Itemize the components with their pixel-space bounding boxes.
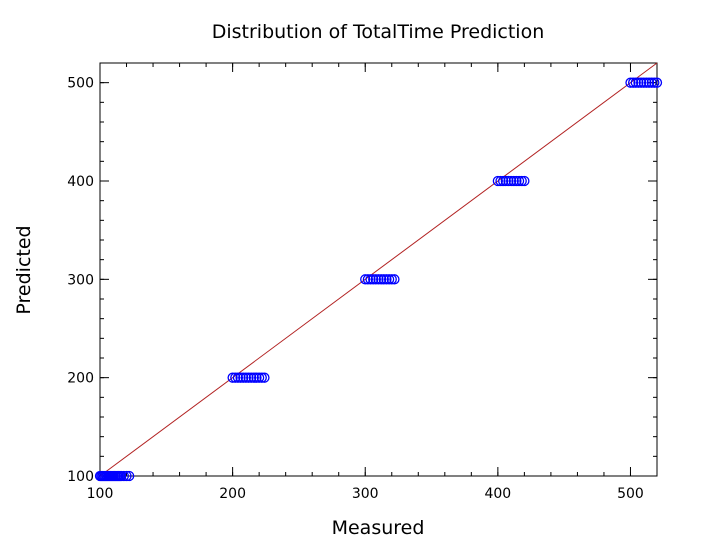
data-point (503, 175, 514, 187)
data-point (373, 274, 384, 285)
reference-line-layer (99, 62, 658, 477)
data-point (625, 77, 636, 88)
data-point (519, 175, 530, 187)
data-point (116, 470, 127, 482)
data-point (365, 274, 376, 285)
data-point (118, 470, 130, 482)
data-point (511, 175, 522, 187)
y-tick-label: 500 (67, 76, 94, 92)
data-point (641, 77, 652, 88)
data-point (630, 77, 641, 88)
data-point (516, 175, 527, 187)
data-point (386, 274, 397, 285)
data-point (651, 77, 663, 88)
plot-frame (99, 62, 658, 477)
data-point (378, 274, 389, 285)
y-tick-label: 200 (67, 371, 94, 387)
data-point (253, 372, 265, 383)
data-point (124, 470, 135, 482)
data-point (232, 372, 244, 383)
x-tick-label: 100 (87, 486, 114, 502)
data-point (248, 372, 259, 383)
y-axis-label: Predicted (13, 225, 35, 314)
data-point (627, 77, 639, 88)
data-point (376, 274, 387, 285)
data-point (360, 274, 371, 285)
data-point (251, 372, 262, 383)
x-axis-label: Measured (332, 517, 425, 539)
data-point (498, 175, 509, 187)
data-point (256, 372, 267, 383)
points-layer (94, 77, 663, 482)
y-tick-label: 300 (67, 272, 94, 288)
ticks-layer: 100 200 300 400 500 100 200 300 400 500 (67, 62, 658, 502)
x-tick-label: 200 (219, 486, 246, 502)
data-point (513, 175, 525, 187)
data-point (227, 372, 238, 383)
data-point (633, 77, 644, 88)
data-point (495, 175, 506, 187)
data-point (368, 274, 379, 285)
x-tick-label: 500 (617, 486, 644, 502)
data-point (243, 372, 254, 383)
chart-title: Distribution of TotalTime Prediction (212, 21, 545, 43)
data-point (230, 372, 241, 383)
data-point (500, 175, 511, 187)
data-point (638, 77, 649, 88)
data-point (492, 175, 504, 187)
y-tick-label: 400 (67, 174, 94, 190)
data-point (646, 77, 657, 88)
data-point (238, 372, 249, 383)
data-point (381, 274, 392, 285)
data-point (389, 274, 400, 285)
data-point (246, 372, 257, 383)
x-tick-label: 300 (352, 486, 379, 502)
x-tick-label: 400 (484, 486, 511, 502)
data-point (121, 470, 132, 482)
data-point (383, 274, 395, 285)
data-point (643, 77, 655, 88)
data-point (508, 175, 519, 187)
data-point (635, 77, 647, 88)
data-point (235, 372, 246, 383)
y-tick-label: 100 (67, 469, 94, 485)
data-point (259, 372, 270, 383)
data-point (370, 274, 381, 285)
reference-line (99, 62, 658, 477)
data-point (649, 77, 660, 88)
data-point (240, 372, 252, 383)
data-point (505, 175, 517, 187)
data-point (362, 274, 374, 285)
